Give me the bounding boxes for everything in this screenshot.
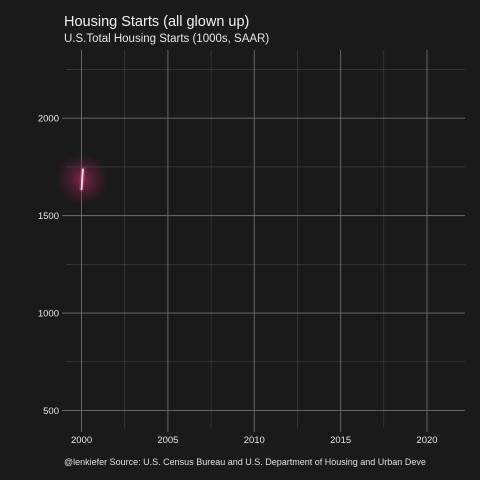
chart-caption: @lenkiefer Source: U.S. Census Bureau an… [64,457,426,467]
x-tick-label: 2010 [244,435,265,446]
series-line [80,168,84,191]
y-tick-label: 1500 [38,211,59,222]
chart-subtitle: U.S.Total Housing Starts (1000s, SAAR) [64,33,270,45]
y-tick-label: 500 [43,406,59,417]
x-tick-label: 2000 [71,435,92,446]
chart-title: Housing Starts (all glown up) [64,14,250,30]
x-tick-label: 2015 [330,435,351,446]
y-tick-label: 2000 [38,114,59,125]
data-point [82,168,84,171]
x-tick-label: 2020 [416,435,437,446]
y-tick-label: 1000 [38,309,59,320]
x-tick-label: 2005 [157,435,178,446]
data-point [80,188,83,190]
